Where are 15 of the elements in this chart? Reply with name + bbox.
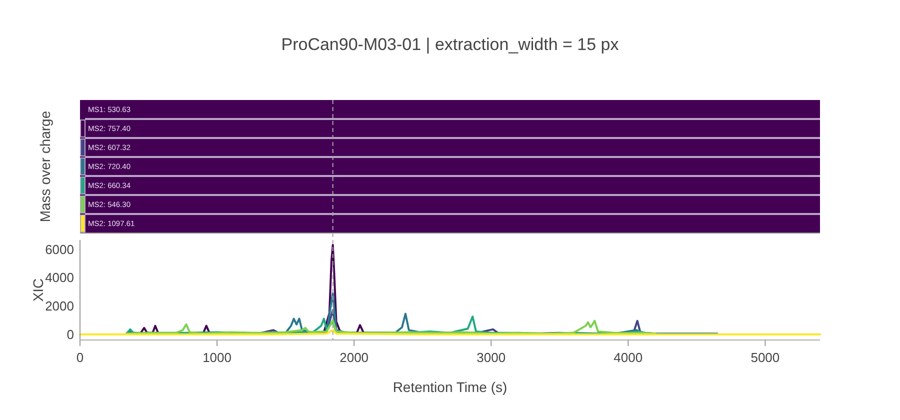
- line-series: [126, 319, 657, 335]
- y-tick-label: 0: [66, 326, 74, 342]
- x-axis-title: Retention Time (s): [392, 379, 508, 395]
- x-tick-label: 5000: [750, 350, 780, 365]
- x-tick-label: 2000: [340, 350, 369, 365]
- legend-title: Mass over charge: [36, 110, 53, 222]
- y-axis-title: XIC: [30, 278, 46, 302]
- x-tick-label: 0: [76, 350, 84, 365]
- y-tick-label: 6000: [45, 242, 74, 257]
- chart-title: ProCan90-M03-01 | extraction_width = 15 px: [281, 35, 620, 54]
- x-tick-label: 3000: [476, 350, 506, 365]
- y-tick-label: 2000: [45, 298, 74, 314]
- x-tick-label: 4000: [614, 350, 643, 365]
- y-tick-label: 4000: [45, 270, 74, 286]
- x-tick-label: 1000: [202, 350, 232, 365]
